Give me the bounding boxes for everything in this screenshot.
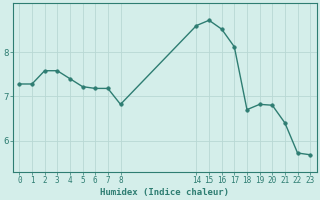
X-axis label: Humidex (Indice chaleur): Humidex (Indice chaleur) bbox=[100, 188, 229, 197]
